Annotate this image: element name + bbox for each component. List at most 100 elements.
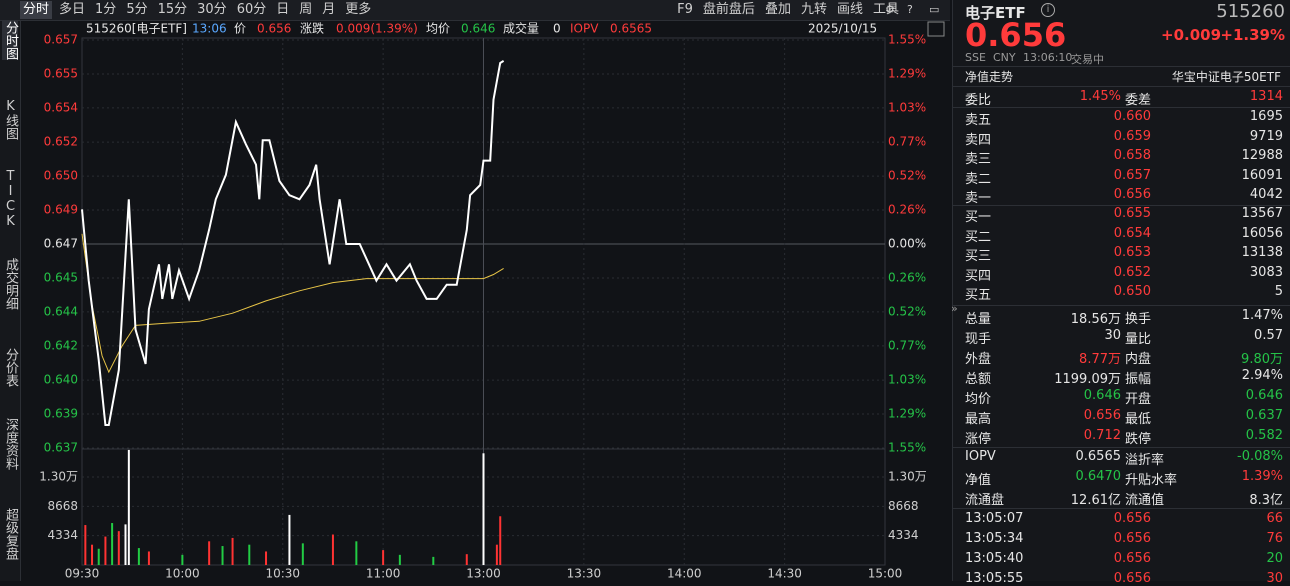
toolbar-icon[interactable]: ▭ [929,3,940,16]
quote-text: 20 [1266,551,1283,566]
toolbar-tab[interactable]: 5分 [126,2,148,17]
volume-bar [117,531,120,565]
quote-text: 净值 [965,473,992,488]
toolbar-button[interactable]: 盘前盘后 [702,2,755,17]
quote-text: 最低 [1125,412,1152,427]
toolbar-tab[interactable]: 60分 [236,2,267,17]
quote-text: 13:05:07 [965,511,1024,526]
toolbar-tab[interactable]: 周 [299,2,313,17]
side-tab[interactable]: 成交明细 [3,258,18,310]
volume-bar [137,548,140,565]
quote-text: 4042 [1249,187,1283,202]
quote-text: 买三 [965,249,992,264]
quote-text: 0.6470 [1075,469,1122,484]
volume-tick-label-right: 4334 [888,528,919,542]
quote-text: 均价 [965,392,992,407]
separator [953,205,1290,206]
separator [953,107,1290,108]
volume-bar [355,541,358,565]
volume-bar [465,554,468,565]
toolbar-icon[interactable]: ? [907,3,913,16]
info-volume: 0 [553,22,561,36]
y-tick-label: 0.642 [44,338,78,352]
toolbar-button[interactable]: 九转 [800,2,827,17]
toolbar-tab[interactable]: 15分 [157,2,188,17]
side-tab[interactable]: 分价表 [3,348,18,387]
info-date: 2025/10/15 [808,22,877,36]
volume-tick-label: 8668 [47,499,78,513]
toolbar-tab[interactable]: 月 [322,2,336,17]
side-tab[interactable]: TICK [3,169,18,229]
quote-text: 卖一 [965,191,992,206]
volume-bar [482,453,485,565]
volume-bar [499,516,502,565]
quote-text: 0.656 [1113,511,1151,526]
volume-bar [104,536,107,565]
info-icon[interactable]: i [1041,3,1055,17]
side-tab[interactable]: K线图 [3,99,18,140]
quote-text: 现手 [965,332,992,347]
quote-text: 1695 [1249,109,1283,124]
info-iopv-label: IOPV [570,22,599,36]
volume-bar [248,544,251,565]
quote-text: 2.94% [1241,368,1283,383]
quote-text: 换手 [1125,312,1152,327]
quote-text: 净值走势 [965,70,1014,84]
y-tick-label: 0.652 [44,135,78,149]
quote-text: 卖二 [965,171,992,187]
volume-bar [432,556,435,565]
pct-label: 0.26% [888,270,926,284]
y-tick-label: 0.637 [44,441,78,455]
toolbar-tab[interactable]: 更多 [345,2,372,17]
info-change: 0.009(1.39%) [336,22,418,36]
toolbar-tab[interactable]: 日 [276,2,290,17]
separator [953,447,1290,448]
side-tab[interactable]: 超级复盘 [3,508,18,560]
quote-text: 总量 [965,312,992,327]
quote-text: 0.656 [1113,551,1151,566]
volume-bar [84,525,87,565]
toolbar-button[interactable]: 工具 [872,2,899,17]
toolbar-tab[interactable]: 30分 [197,2,227,17]
quote-text: 升贴水率 [1125,473,1178,488]
quote-text: 0.659 [1113,128,1151,144]
collapse-toggle[interactable]: » [951,302,958,315]
quote-text: 0.656 [1113,571,1151,586]
separator [953,305,1290,306]
y-tick-label: 0.645 [44,270,78,284]
toolbar-button[interactable]: 叠加 [764,2,791,17]
toolbar-button[interactable]: 画线 [836,2,863,17]
quote-text: 委比 [965,93,992,108]
toolbar-tab[interactable]: 分时 [20,1,53,19]
sidebar: 分时图 K线图 TICK 成交明细分价表深度资料超级复盘 [0,21,21,581]
volume-bar [331,534,334,565]
info-time: 13:06 [192,22,227,36]
y-tick-label: 0.654 [44,100,78,114]
side-tab[interactable]: 深度资料 [3,418,18,470]
quote-text: 外盘 [965,352,992,367]
quote-text: 0.656 [1113,531,1151,546]
side-tab[interactable]: 分时图 [2,21,18,60]
quote-text: 买五 [965,288,992,303]
pct-label: 0.26% [888,203,926,217]
info-iopv: 0.6565 [610,22,652,36]
quote-text: 0.660 [1113,109,1151,124]
pct-label: 0.77% [888,338,926,352]
quote-text: 0.654 [1113,225,1151,241]
quote-text: 0.656 [965,16,1067,54]
toolbar-icon[interactable]: ⚙ [885,3,895,16]
info-change-label: 涨跌 [300,21,324,36]
pct-label: 0.52% [888,169,926,183]
toolbar-button[interactable]: F9 [677,2,693,17]
quote-text: 0.582 [1245,428,1283,443]
x-tick-label: 13:30 [567,567,602,581]
y-tick-label: 0.647 [44,237,78,251]
volume-bar [127,449,130,565]
x-tick-label: 10:30 [265,567,300,581]
chart: 515260[电子ETF] 13:06 价 0.656 涨跌 0.009(1.39%) 均价… [39,21,945,581]
quote-text: +0.009 [1161,26,1222,44]
toolbar-tab[interactable]: 1分 [95,2,117,17]
toolbar-tab[interactable]: 多日 [59,2,86,17]
y-tick-label: 0.649 [44,203,78,217]
